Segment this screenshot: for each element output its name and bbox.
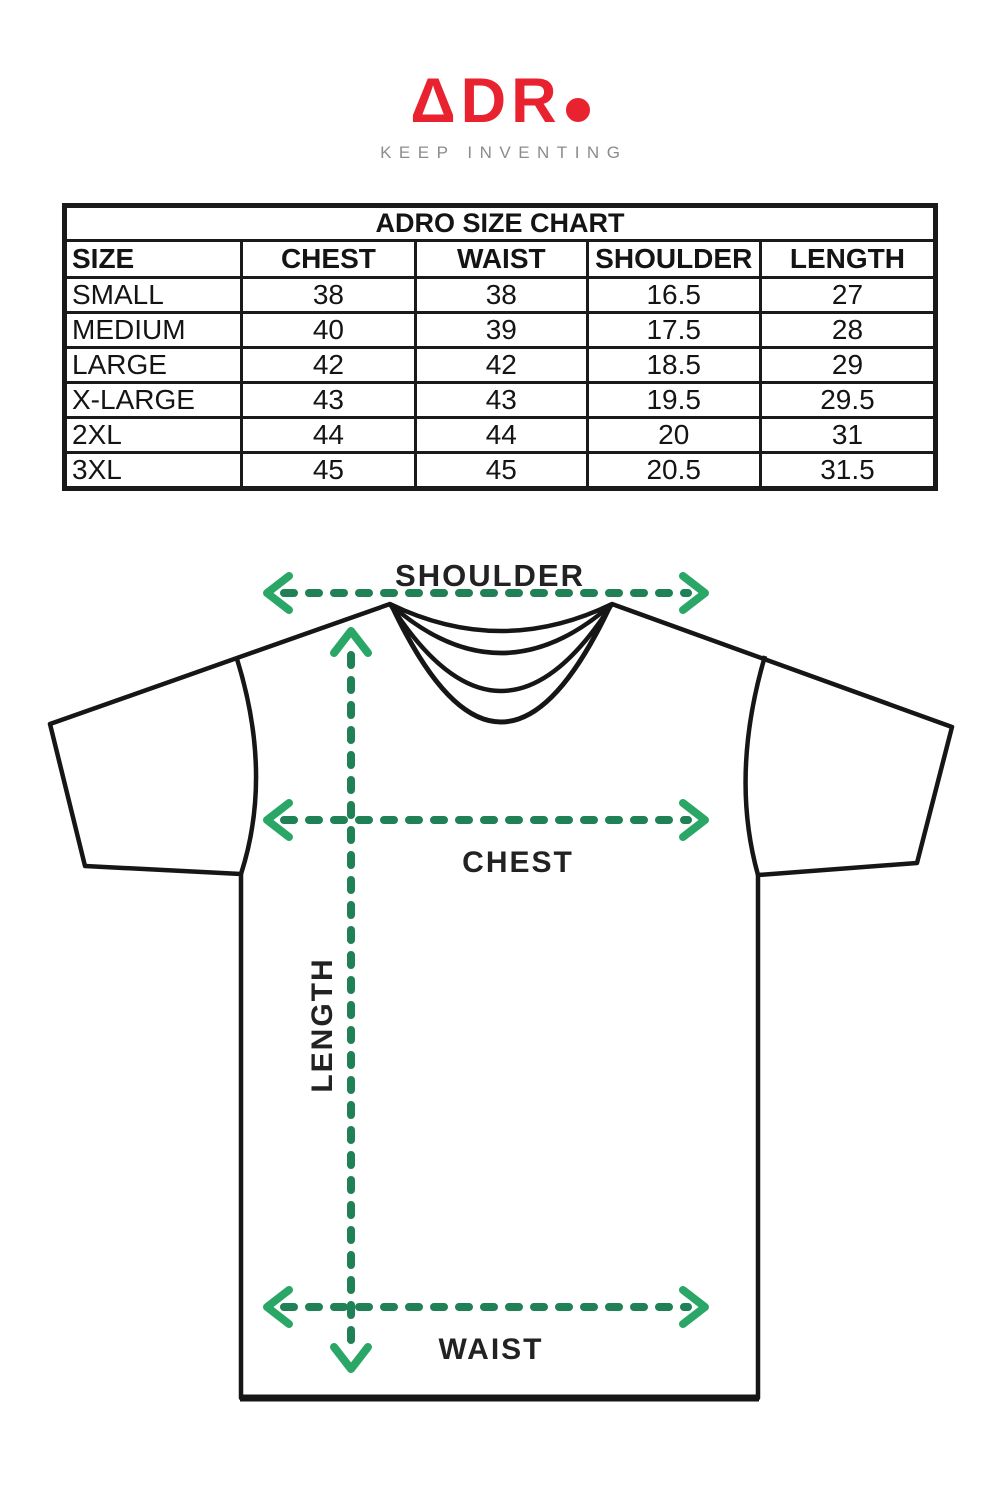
length-value-cell: 29.5 <box>758 381 938 419</box>
chest-value-cell: 38 <box>239 276 418 314</box>
shoulder-value-cell: 20.5 <box>585 451 762 490</box>
length-value-cell: 28 <box>758 311 938 349</box>
col-header-size: SIZE <box>63 239 243 279</box>
waist-value-cell: 38 <box>414 276 589 314</box>
length-value-cell: 29 <box>758 346 938 384</box>
size-label-cell: MEDIUM <box>63 311 243 349</box>
collar-curve-outer <box>389 604 613 725</box>
brand-logo: ΔDR KEEP INVENTING <box>0 70 1000 163</box>
size-label-cell: LARGE <box>63 346 243 384</box>
size-row-large: LARGE 42 42 18.5 29 <box>63 346 938 384</box>
brand-wordmark: ΔDR <box>0 70 1000 133</box>
chest-value-cell: 40 <box>239 311 418 349</box>
shoulder-arrowhead-left-icon <box>263 572 293 614</box>
tshirt-measure-diagram: SHOULDER CHEST LENGTH WAIST <box>0 545 1000 1450</box>
shoulder-arrowhead-right-icon <box>679 572 709 614</box>
chest-value-cell: 43 <box>239 381 418 419</box>
size-row-medium: MEDIUM 40 39 17.5 28 <box>63 311 938 349</box>
size-row-small: SMALL 38 38 16.5 27 <box>63 276 938 314</box>
chest-value-cell: 42 <box>239 346 418 384</box>
right-armhole-seam <box>743 655 768 876</box>
chest-value-cell: 45 <box>239 451 418 490</box>
collar-curve-inner2 <box>388 602 614 694</box>
brand-letters: ΔDR <box>410 66 562 136</box>
bullseye-o-icon <box>565 98 590 122</box>
table-title-row: ADRO SIZE CHART <box>63 204 937 242</box>
size-row-2xl: 2XL 44 44 20 31 <box>63 416 938 454</box>
chest-arrowhead-left-icon <box>263 799 293 841</box>
table-title: ADRO SIZE CHART <box>63 204 937 242</box>
waist-value-cell: 39 <box>414 311 589 349</box>
size-chart-table: ADRO SIZE CHART SIZE CHEST WAIST SHOULDE… <box>62 203 938 491</box>
waist-arrowhead-left-icon <box>263 1286 293 1328</box>
waist-value-cell: 42 <box>414 346 589 384</box>
chest-value-cell: 44 <box>239 416 418 454</box>
length-arrowhead-down-icon <box>330 1343 372 1373</box>
size-label-cell: 3XL <box>63 451 243 490</box>
col-header-waist: WAIST <box>414 239 589 279</box>
col-header-length: LENGTH <box>758 239 938 279</box>
brand-tagline: KEEP INVENTING <box>380 143 628 162</box>
left-armhole-seam <box>234 658 259 875</box>
size-label-cell: 2XL <box>63 416 243 454</box>
tshirt-diagram-svg: SHOULDER CHEST LENGTH WAIST <box>47 558 955 1402</box>
waist-value-cell: 44 <box>414 416 589 454</box>
length-value-cell: 31.5 <box>758 451 938 490</box>
length-arrowhead-up-icon <box>330 627 372 657</box>
length-label: LENGTH <box>306 957 339 1092</box>
size-chart-section: ADRO SIZE CHART SIZE CHEST WAIST SHOULDE… <box>62 203 938 491</box>
size-label-cell: X-LARGE <box>63 381 243 419</box>
chest-label: CHEST <box>462 846 574 879</box>
size-row-xlarge: X-LARGE 43 43 19.5 29.5 <box>63 381 938 419</box>
size-row-3xl: 3XL 45 45 20.5 31.5 <box>63 451 938 490</box>
shoulder-value-cell: 20 <box>585 416 762 454</box>
col-header-shoulder: SHOULDER <box>585 239 762 279</box>
length-value-cell: 27 <box>758 276 938 314</box>
collar-curve-inner1 <box>388 602 614 656</box>
shoulder-value-cell: 17.5 <box>585 311 762 349</box>
waist-label: WAIST <box>439 1333 544 1366</box>
shoulder-value-cell: 19.5 <box>585 381 762 419</box>
size-label-cell: SMALL <box>63 276 243 314</box>
table-header-row: SIZE CHEST WAIST SHOULDER LENGTH <box>63 239 938 279</box>
shoulder-label: SHOULDER <box>395 558 585 593</box>
col-header-chest: CHEST <box>239 239 418 279</box>
length-value-cell: 31 <box>758 416 938 454</box>
waist-value-cell: 45 <box>414 451 589 490</box>
shoulder-value-cell: 18.5 <box>585 346 762 384</box>
waist-arrowhead-right-icon <box>679 1286 709 1328</box>
waist-value-cell: 43 <box>414 381 589 419</box>
chest-arrowhead-right-icon <box>679 799 709 841</box>
shoulder-value-cell: 16.5 <box>585 276 762 314</box>
